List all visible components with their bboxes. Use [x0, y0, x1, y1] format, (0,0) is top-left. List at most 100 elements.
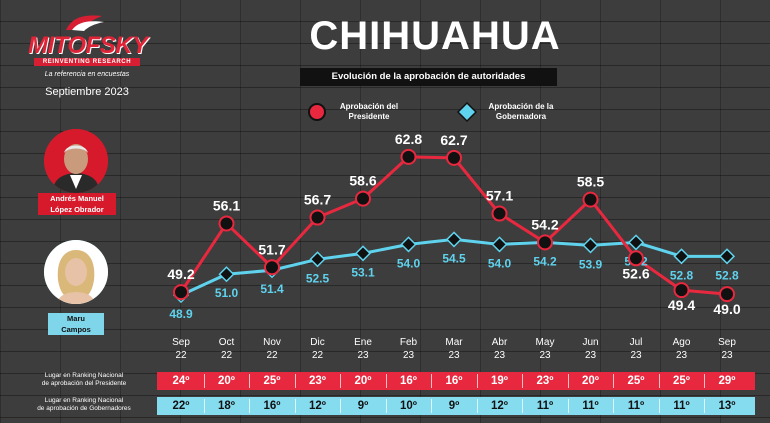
- president-name-line2: López Obrador: [50, 205, 104, 214]
- ranking-president-label-line1: Lugar en Ranking Nacional: [44, 372, 124, 379]
- ranking-president-cell: 20º: [354, 375, 372, 387]
- x-tick-month: Jun: [582, 337, 598, 348]
- president-point: [400, 148, 417, 165]
- rank-separator: [249, 399, 251, 413]
- ranking-president-cell: 23º: [536, 375, 554, 387]
- president-point: [719, 286, 735, 303]
- president-data-label: 62.8: [395, 131, 422, 147]
- governor-point: [445, 231, 463, 248]
- governor-avatar: [44, 240, 108, 304]
- president-point: [173, 284, 189, 301]
- legend-president-label: Aprobación del Presidente: [339, 102, 399, 121]
- x-tick-month: Mar: [445, 337, 463, 348]
- governor-data-label: 54.0: [397, 256, 421, 270]
- governor-point: [718, 248, 736, 265]
- president-data-label: 54.2: [531, 216, 558, 232]
- x-tick-year: 23: [539, 350, 551, 361]
- governor-data-label: 52.8: [715, 268, 739, 282]
- governor-data-label: 51.4: [260, 282, 284, 296]
- president-data-label: 52.6: [622, 265, 649, 281]
- brand-subtitle: REINVENTING RESEARCH: [34, 58, 140, 66]
- ranking-governor-label-line2: de aprobación de Gobernadores: [37, 405, 131, 412]
- rank-separator: [203, 399, 205, 413]
- legend-governor-label: Aprobación de la Gobernadora: [488, 102, 554, 121]
- rank-separator: [522, 374, 524, 388]
- x-tick-month: Ene: [354, 337, 372, 348]
- x-tick-year: 22: [266, 350, 278, 361]
- ranking-governor-cell: 9º: [357, 400, 369, 412]
- president-data-label: 58.6: [349, 173, 376, 189]
- ranking-governor-cell: 10º: [400, 400, 417, 412]
- ranking-governor-cell: 11º: [673, 400, 690, 412]
- president-data-label: 56.1: [213, 198, 240, 214]
- rank-separator: [203, 374, 205, 388]
- x-tick-year: 23: [585, 350, 597, 361]
- ranking-governor-cell: 12º: [491, 400, 508, 412]
- governor-data-label: 52.8: [670, 268, 694, 282]
- ranking-governor-cell: 11º: [627, 400, 645, 412]
- president-data-label: 49.2: [167, 266, 194, 282]
- ranking-president-cell: 19º: [491, 375, 508, 387]
- rank-separator: [613, 374, 615, 388]
- x-tick-year: 23: [357, 350, 369, 361]
- ranking-governor-label-line1: Lugar en Ranking Nacional: [44, 397, 124, 404]
- x-tick-year: 23: [721, 350, 733, 361]
- ranking-governor-cell: 16º: [263, 400, 281, 412]
- legend-president-marker: [308, 103, 326, 121]
- president-data-label: 49.0: [713, 301, 740, 317]
- president-point: [355, 190, 371, 207]
- president-point: [218, 215, 235, 232]
- x-tick-month: Oct: [219, 337, 235, 348]
- ranking-governor-cell: 12º: [309, 400, 326, 412]
- president-name-line1: Andrés Manuel: [50, 194, 104, 203]
- x-tick-month: Jul: [630, 337, 643, 348]
- rank-separator: [704, 374, 706, 388]
- governor-data-label: 53.9: [579, 257, 603, 271]
- president-avatar: [44, 129, 108, 193]
- x-tick-year: 23: [448, 350, 460, 361]
- president-data-label: 56.7: [304, 192, 331, 208]
- x-tick-year: 22: [221, 350, 233, 361]
- ranking-president-row: 24º 20º 25º 23º 20º 16º 16º 19º 23º 20º 25º 25º 29º: [157, 372, 755, 390]
- president-point: [446, 149, 462, 166]
- x-tick-month: Sep: [718, 337, 736, 348]
- president-nameplate: Andrés Manuel López Obrador: [38, 193, 116, 215]
- ranking-president-cell: 20º: [582, 375, 599, 387]
- rank-separator: [340, 399, 342, 413]
- page-title: CHIHUAHUA: [309, 14, 561, 58]
- governor-data-label: 54.0: [488, 256, 512, 270]
- ranking-president-cell: 16º: [400, 375, 417, 387]
- x-tick-month: Feb: [400, 337, 418, 348]
- rank-separator: [294, 399, 296, 413]
- president-data-label: 58.5: [577, 174, 604, 190]
- x-tick-month: Dic: [310, 337, 324, 348]
- x-tick-month: Ago: [673, 337, 691, 348]
- president-point: [537, 234, 553, 251]
- governor-name-line1: Maru: [67, 314, 85, 323]
- brand-name: MITOFSKY: [28, 32, 148, 59]
- rank-separator: [704, 399, 706, 413]
- ranking-president-label: Lugar en Ranking Nacional de aprobación …: [14, 372, 154, 388]
- x-tick-month: May: [536, 337, 555, 348]
- governor-point: [673, 248, 690, 265]
- legend-governor-marker: [456, 101, 478, 123]
- x-tick-year: 23: [403, 350, 415, 361]
- rank-separator: [385, 374, 387, 388]
- ranking-president-cell: 25º: [627, 375, 645, 387]
- ranking-governor-cell: 13º: [718, 400, 736, 412]
- ranking-governor-row: 22º 18º 16º 12º 9º 10º 9º 12º 11º 11º 11º 11º 13º: [157, 397, 755, 415]
- president-point: [673, 282, 690, 299]
- report-date: Septiembre 2023: [45, 86, 129, 98]
- ranking-governor-cell: 9º: [448, 400, 460, 412]
- ranking-president-cell: 29º: [718, 375, 736, 387]
- rank-separator: [567, 399, 569, 413]
- president-point: [309, 209, 326, 226]
- president-point: [582, 191, 599, 208]
- governor-data-label: 52.5: [306, 271, 330, 285]
- rank-separator: [340, 374, 342, 388]
- rank-separator: [613, 399, 615, 413]
- rank-separator: [567, 374, 569, 388]
- x-tick-year: 23: [676, 350, 688, 361]
- rank-separator: [522, 399, 524, 413]
